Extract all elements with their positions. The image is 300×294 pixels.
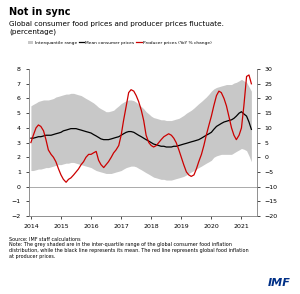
Text: Not in sync: Not in sync — [9, 7, 70, 17]
Legend: Interquantile range, Mean consumer prices, Producer prices (YoY % change): Interquantile range, Mean consumer price… — [26, 39, 213, 47]
Text: Global consumer food prices and producer prices fluctuate.
(percentage): Global consumer food prices and producer… — [9, 21, 224, 35]
Text: IMF: IMF — [268, 278, 291, 288]
Text: Source: IMF staff calculations
Note: The grey shaded are in the inter-quartile r: Source: IMF staff calculations Note: The… — [9, 237, 249, 259]
